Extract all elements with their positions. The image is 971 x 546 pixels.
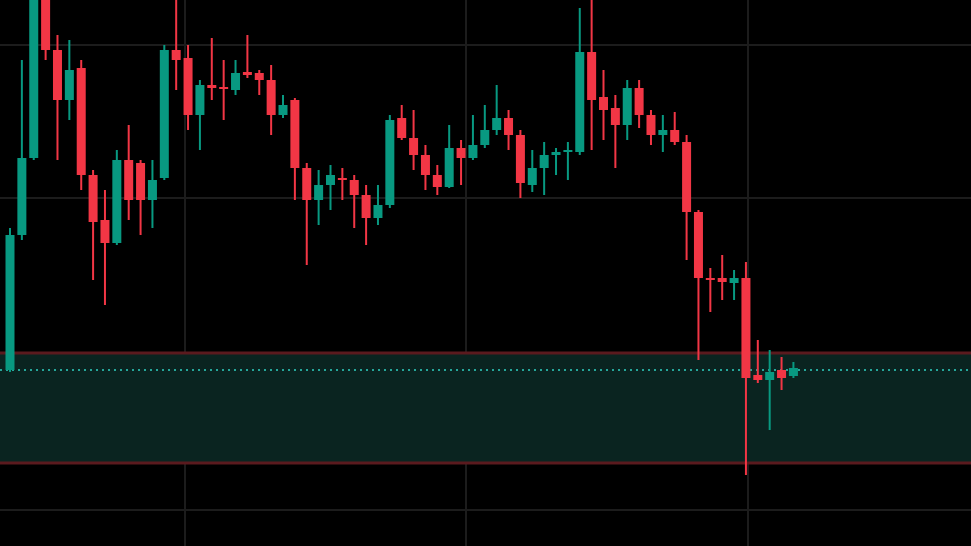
candle-body xyxy=(527,168,537,185)
candle-body xyxy=(599,97,608,110)
candle-body xyxy=(515,135,525,183)
candle-body xyxy=(337,178,347,180)
candle-body xyxy=(385,120,395,205)
candle-body xyxy=(159,50,169,178)
candle-body xyxy=(682,142,692,212)
candle-body xyxy=(41,0,51,50)
candle-body xyxy=(76,68,86,175)
candle-body xyxy=(610,108,620,125)
candle-body xyxy=(183,58,193,115)
candle-body xyxy=(100,220,110,243)
candle-body xyxy=(136,163,146,200)
candle-body xyxy=(64,70,74,100)
candle-body xyxy=(325,175,335,185)
candle-body xyxy=(729,278,739,283)
candle-body xyxy=(658,130,668,135)
candle-body xyxy=(29,0,39,158)
candle-body xyxy=(17,158,27,235)
candle-body xyxy=(670,130,680,142)
candle-body xyxy=(444,148,454,187)
candle-body xyxy=(242,72,252,75)
candle-body xyxy=(622,88,632,125)
candle-body xyxy=(52,50,62,100)
candle-body xyxy=(539,155,549,168)
candle-body xyxy=(290,100,300,168)
candle-body xyxy=(5,235,15,370)
zone xyxy=(0,351,971,465)
candle-body xyxy=(254,73,264,80)
candle-body xyxy=(361,195,371,218)
candle-body xyxy=(717,278,727,282)
candle-body xyxy=(765,372,775,380)
candle-body xyxy=(432,175,442,187)
candle-body xyxy=(646,115,656,135)
candle-body xyxy=(587,52,597,100)
candle-body xyxy=(788,368,798,376)
candle-body xyxy=(693,212,703,278)
candle-body xyxy=(753,375,763,380)
candle-body xyxy=(231,73,241,90)
candle-body xyxy=(266,80,276,115)
candle-body xyxy=(147,180,157,200)
candle-body xyxy=(492,118,502,130)
candle-body xyxy=(219,87,229,89)
candle-body xyxy=(575,52,585,152)
candle-body xyxy=(314,185,324,200)
candle-body xyxy=(504,118,514,135)
candle-body xyxy=(373,205,383,218)
candle-body xyxy=(195,85,205,115)
candle-body xyxy=(563,150,573,152)
candle-body xyxy=(777,370,787,378)
candle-body xyxy=(480,130,490,145)
candle-body xyxy=(171,50,181,60)
candle-body xyxy=(207,85,217,88)
candle-body xyxy=(456,148,466,158)
candle-body xyxy=(741,278,751,378)
candle-body xyxy=(278,105,288,115)
candle-body xyxy=(551,152,561,155)
candle-body xyxy=(302,168,312,200)
candle-body xyxy=(468,145,478,158)
candle-body xyxy=(705,278,715,280)
candle-body xyxy=(634,88,644,115)
candle-body xyxy=(124,160,134,200)
candle-body xyxy=(112,160,122,243)
candle-body xyxy=(420,155,430,175)
candle-body xyxy=(88,175,98,222)
candle-body xyxy=(397,118,407,138)
candle-body xyxy=(349,180,359,195)
candle-body xyxy=(409,138,419,155)
